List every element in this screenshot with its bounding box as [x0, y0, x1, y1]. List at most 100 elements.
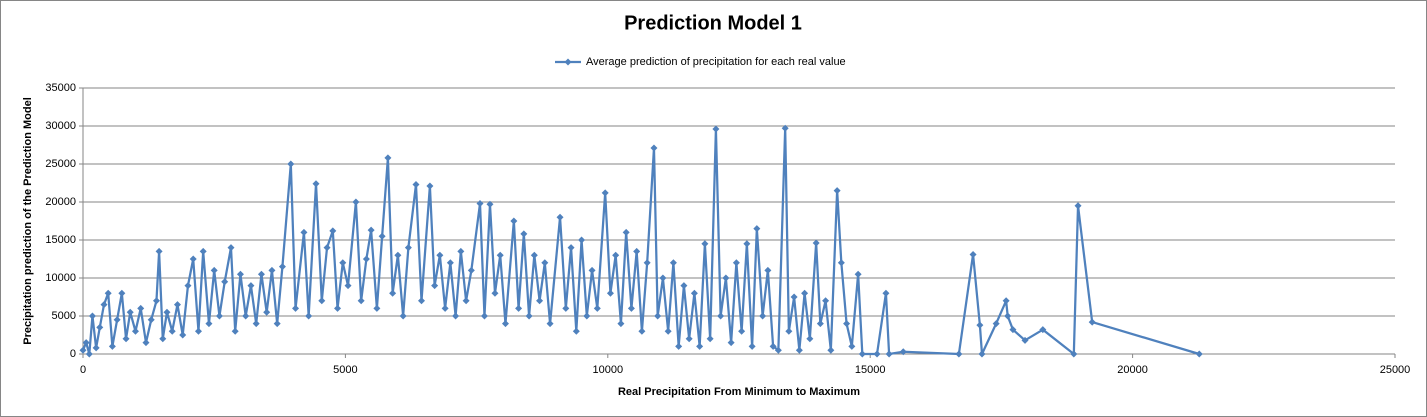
point — [664, 327, 672, 335]
point — [501, 320, 509, 328]
point — [446, 259, 454, 267]
point — [384, 154, 392, 162]
point — [305, 312, 313, 320]
point — [96, 323, 104, 331]
point — [399, 312, 407, 320]
point — [515, 304, 523, 312]
point — [457, 247, 465, 255]
point — [978, 350, 986, 358]
x-tick-label: 0 — [80, 364, 86, 376]
point — [706, 335, 714, 343]
x-tick-label: 15000 — [855, 364, 886, 376]
point — [334, 304, 342, 312]
point — [882, 289, 890, 297]
point — [1088, 318, 1096, 326]
point — [727, 339, 735, 347]
point — [247, 282, 255, 290]
point — [323, 244, 331, 252]
point — [436, 251, 444, 259]
legend-marker — [564, 58, 572, 66]
point — [122, 335, 130, 343]
point — [194, 327, 202, 335]
point — [790, 293, 798, 301]
point — [268, 266, 276, 274]
point — [82, 339, 90, 347]
point — [378, 232, 386, 240]
point — [1004, 312, 1012, 320]
point — [100, 301, 108, 309]
point — [155, 247, 163, 255]
point — [748, 342, 756, 350]
point — [685, 335, 693, 343]
point — [601, 189, 609, 197]
point — [362, 255, 370, 263]
y-tick-label: 5000 — [52, 310, 76, 322]
point — [701, 240, 709, 248]
point — [690, 289, 698, 297]
chart-title: Prediction Model 1 — [624, 12, 802, 34]
point — [1070, 350, 1078, 358]
x-tick-label: 20000 — [1117, 364, 1148, 376]
point — [843, 320, 851, 328]
y-axis-label: Precipitation prediction of the Predicti… — [22, 97, 34, 345]
point — [873, 350, 881, 358]
point — [738, 327, 746, 335]
point — [287, 160, 295, 168]
point — [712, 125, 720, 133]
point — [85, 350, 93, 358]
point — [480, 312, 488, 320]
point — [1195, 350, 1203, 358]
point — [300, 228, 308, 236]
point — [344, 282, 352, 290]
point — [108, 342, 116, 350]
point — [774, 346, 782, 354]
point — [696, 342, 704, 350]
point — [126, 308, 134, 316]
point — [659, 274, 667, 282]
point — [431, 282, 439, 290]
point — [510, 217, 518, 225]
x-tick-label: 10000 — [593, 364, 624, 376]
point — [837, 259, 845, 267]
point — [827, 346, 835, 354]
point — [292, 304, 300, 312]
point — [104, 289, 112, 297]
point — [88, 312, 96, 320]
point — [785, 327, 793, 335]
point — [617, 320, 625, 328]
point — [858, 350, 866, 358]
legend: Average prediction of precipitation for … — [555, 56, 846, 68]
point — [257, 270, 265, 278]
point — [92, 344, 100, 352]
point — [753, 225, 761, 233]
point — [452, 312, 460, 320]
point — [536, 297, 544, 305]
x-tick-label: 5000 — [333, 364, 357, 376]
point — [1039, 326, 1047, 334]
point — [227, 244, 235, 252]
y-tick-label: 25000 — [45, 158, 76, 170]
point — [541, 259, 549, 267]
x-axis-label: Real Precipitation From Minimum to Maxim… — [618, 386, 860, 398]
point — [367, 226, 375, 234]
point — [717, 312, 725, 320]
x-tick-label: 25000 — [1380, 364, 1411, 376]
point — [173, 301, 181, 309]
point — [955, 350, 963, 358]
point — [622, 228, 630, 236]
point — [79, 346, 87, 354]
point — [1021, 336, 1029, 344]
point — [373, 304, 381, 312]
point — [806, 335, 814, 343]
point — [546, 320, 554, 328]
point — [263, 308, 271, 316]
point — [848, 342, 856, 350]
point — [441, 304, 449, 312]
point — [795, 346, 803, 354]
point — [899, 348, 907, 356]
series-line — [81, 127, 1200, 356]
point — [147, 316, 155, 324]
point — [976, 321, 984, 329]
point — [389, 289, 397, 297]
point — [627, 304, 635, 312]
